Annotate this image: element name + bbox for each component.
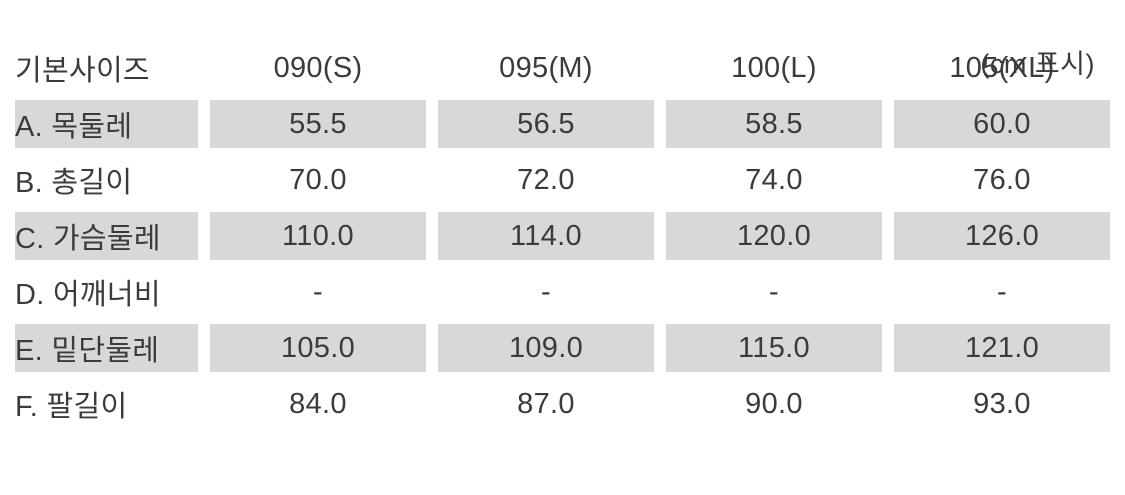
cell-value: 109.0: [438, 324, 654, 372]
header-size-090s: 090(S): [273, 51, 363, 84]
cell-value: 121.0: [894, 324, 1110, 372]
row-label: B. 총길이: [15, 167, 133, 199]
table-row-arm: F. 팔길이 84.0 87.0 90.0 93.0: [15, 380, 1110, 428]
cell-value: 56.5: [438, 100, 654, 148]
unit-note: (cm 표시): [980, 49, 1095, 79]
size-chart-table: 기본사이즈 090(S) 095(M) 100(L) 105(XL) A. 목둘…: [3, 36, 1122, 436]
cell-value: -: [769, 275, 779, 308]
cell-value: 55.5: [210, 100, 426, 148]
table-row-length: B. 총길이 70.0 72.0 74.0 76.0: [15, 156, 1110, 204]
row-label: E. 밑단둘레: [15, 324, 198, 372]
cell-value: -: [997, 275, 1007, 308]
cell-value: 105.0: [210, 324, 426, 372]
cell-value: -: [541, 275, 551, 308]
header-row: 기본사이즈 090(S) 095(M) 100(L) 105(XL): [15, 44, 1110, 92]
table-row-chest: C. 가슴둘레 110.0 114.0 120.0 126.0: [15, 212, 1110, 260]
cell-value: 126.0: [894, 212, 1110, 260]
cell-value: 84.0: [289, 387, 347, 420]
header-base-size: 기본사이즈: [15, 55, 150, 87]
header-size-095m: 095(M): [499, 51, 593, 84]
cell-value: -: [313, 275, 323, 308]
cell-value: 87.0: [517, 387, 575, 420]
cell-value: 74.0: [745, 163, 803, 196]
cell-value: 115.0: [666, 324, 882, 372]
row-label: A. 목둘레: [15, 100, 198, 148]
table-row-neck: A. 목둘레 55.5 56.5 58.5 60.0: [15, 100, 1110, 148]
cell-value: 76.0: [973, 163, 1031, 196]
cell-value: 93.0: [973, 387, 1031, 420]
cell-value: 90.0: [745, 387, 803, 420]
header-size-105xl: 105(XL): [949, 51, 1055, 84]
row-label: D. 어깨너비: [15, 279, 161, 311]
cell-value: 72.0: [517, 163, 575, 196]
cell-value: 114.0: [438, 212, 654, 260]
row-label: C. 가슴둘레: [15, 212, 198, 260]
table-row-hem: E. 밑단둘레 105.0 109.0 115.0 121.0: [15, 324, 1110, 372]
row-label: F. 팔길이: [15, 391, 128, 423]
cell-value: 60.0: [894, 100, 1110, 148]
table-row-shoulder: D. 어깨너비 - - - -: [15, 268, 1110, 316]
cell-value: 110.0: [210, 212, 426, 260]
cell-value: 58.5: [666, 100, 882, 148]
cell-value: 70.0: [289, 163, 347, 196]
cell-value: 120.0: [666, 212, 882, 260]
header-size-100l: 100(L): [731, 51, 817, 84]
